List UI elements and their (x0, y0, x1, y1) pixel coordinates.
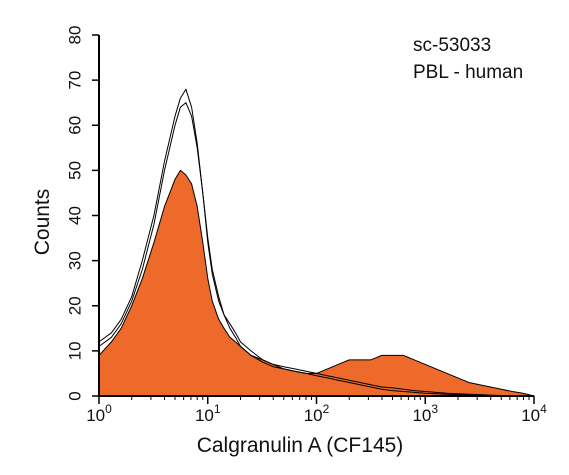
tick-layer: 0 10 20 30 40 50 60 70 80 100 101 102 103 104 (66, 26, 548, 425)
x-axis-title: Calgranulin A (CF145) (197, 434, 404, 457)
series-outline-2 (98, 102, 534, 397)
series-outline-1 (98, 88, 534, 397)
x-tick-label: 102 (304, 402, 330, 425)
sample-type-label: PBL - human (413, 62, 523, 83)
x-tick-label: 101 (195, 402, 221, 425)
y-tick-label: 50 (66, 161, 85, 180)
sample-id-label: sc-53033 (413, 35, 491, 56)
x-tick-label: 100 (86, 402, 112, 425)
y-axis-title: Counts (31, 189, 54, 256)
y-tick-label: 70 (66, 71, 85, 90)
y-tick-label: 80 (66, 26, 85, 45)
y-tick-label: 30 (66, 251, 85, 270)
y-tick-label: 10 (66, 341, 85, 360)
x-tick-label: 104 (521, 402, 547, 425)
series-filled-histogram (98, 169, 535, 397)
x-tick-label: 103 (412, 402, 438, 425)
series-layer (98, 88, 535, 397)
y-tick-label: 0 (66, 391, 85, 400)
y-tick-label: 40 (66, 206, 85, 225)
y-tick-label: 60 (66, 116, 85, 135)
y-tick-label: 20 (66, 296, 85, 315)
